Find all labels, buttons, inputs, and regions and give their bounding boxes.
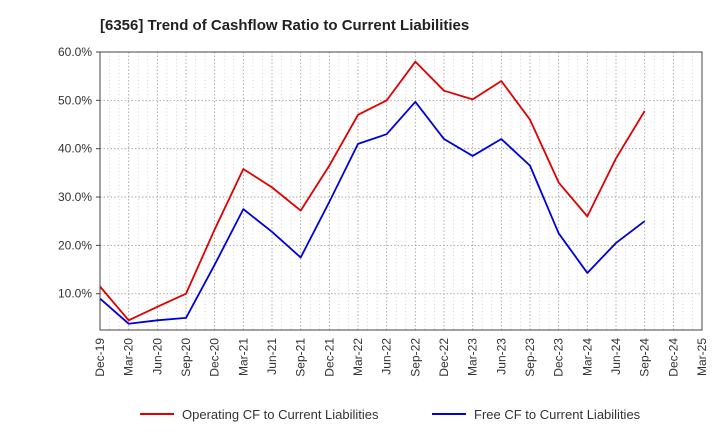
chart-title: [6356] Trend of Cashflow Ratio to Curren…	[100, 17, 469, 34]
x-tick-label: Dec-19	[93, 338, 107, 377]
x-tick-label: Mar-22	[351, 338, 365, 376]
grid-lines	[100, 52, 702, 330]
x-tick-label: Jun-23	[494, 338, 508, 375]
x-tick-label: Sep-24	[638, 338, 652, 377]
y-tick-label: 40.0%	[58, 142, 92, 156]
x-tick-label: Dec-23	[552, 338, 566, 377]
series-line-1	[99, 60, 646, 322]
x-tick-label: Sep-23	[523, 338, 537, 377]
legend-label-2: Free CF to Current Liabilities	[474, 407, 641, 422]
plot-area	[100, 52, 702, 330]
y-tick-label: 30.0%	[58, 190, 92, 204]
x-tick-label: Mar-24	[580, 338, 594, 376]
x-tick-label: Dec-20	[208, 338, 222, 377]
x-tick-label: Mar-21	[236, 338, 250, 376]
x-tick-label: Jun-21	[265, 338, 279, 375]
x-tick-label: Sep-21	[294, 338, 308, 377]
x-tick-label: Jun-22	[380, 338, 394, 375]
series-line-2	[99, 100, 646, 325]
y-tick-label: 20.0%	[58, 238, 92, 252]
x-tick-label: Dec-24	[666, 338, 680, 377]
x-tick-label: Mar-25	[695, 338, 709, 376]
y-tick-label: 50.0%	[58, 93, 92, 107]
x-tick-label: Jun-24	[609, 338, 623, 375]
y-tick-label: 10.0%	[58, 287, 92, 301]
plot-frame	[99, 51, 703, 331]
legend: Operating CF to Current Liabilities Free …	[140, 407, 641, 422]
x-tick-label: Mar-23	[466, 338, 480, 376]
x-tick-label: Dec-21	[322, 338, 336, 377]
x-tick-label: Dec-22	[437, 338, 451, 377]
y-tick-label: 60.0%	[58, 45, 92, 59]
plot-background	[100, 52, 702, 330]
axes: 10.0% 20.0% 30.0% 40.0% 50.0% 60.0% Dec-19 Mar-…	[58, 45, 709, 377]
x-tick-label: Sep-22	[408, 338, 422, 377]
x-tick-label: Jun-20	[150, 338, 164, 375]
series-layer	[99, 60, 646, 325]
x-tick-label: Mar-20	[122, 338, 136, 376]
legend-label-1: Operating CF to Current Liabilities	[182, 407, 379, 422]
x-tick-label: Sep-20	[179, 338, 193, 377]
